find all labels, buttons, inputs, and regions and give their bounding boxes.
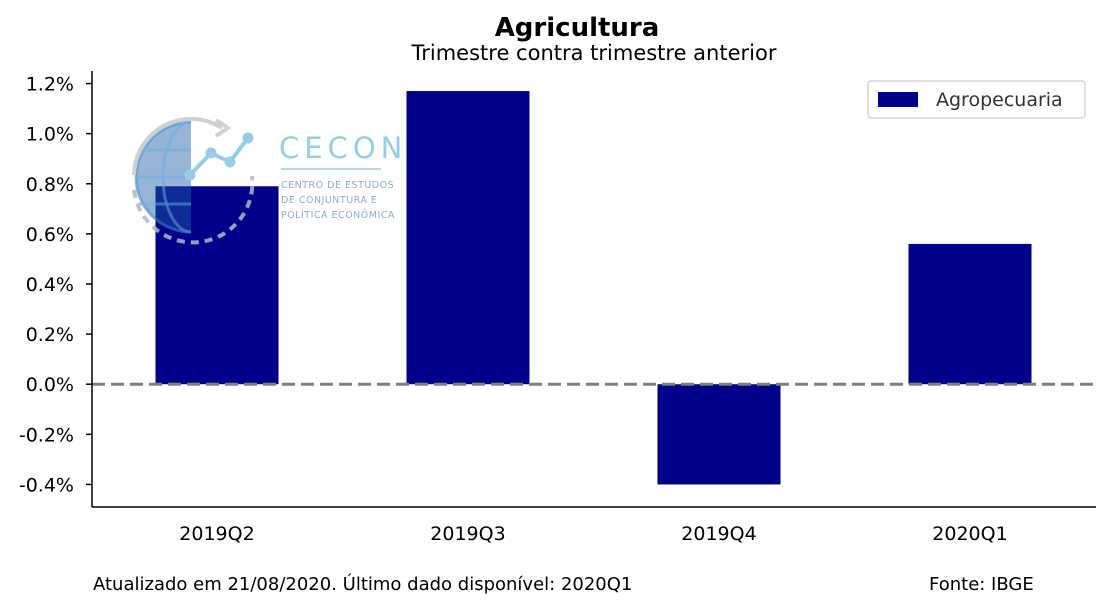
- y-tick-label: 1.0%: [26, 124, 74, 146]
- cecon-logo: CECON CENTRO DE ESTUDOS DE CONJUNTURA E …: [132, 116, 407, 245]
- legend-swatch: [878, 92, 918, 107]
- chart-subtitle: Trimestre contra trimestre anterior: [411, 41, 777, 65]
- bar-2019Q4: [657, 384, 781, 485]
- y-tick-label: 0.4%: [26, 274, 74, 296]
- legend-box: [867, 80, 1086, 119]
- footer-source: Fonte: IBGE: [929, 574, 1034, 595]
- x-ticks: 2019Q2 2019Q3 2019Q4 2020Q1: [179, 523, 1007, 545]
- bars: [155, 91, 1032, 485]
- y-tick-label: 0.8%: [26, 174, 74, 196]
- chart-title: Agricultura: [495, 13, 660, 43]
- y-tick-label: 0.0%: [26, 374, 74, 396]
- y-ticks: -0.4% -0.2% 0.0% 0.2% 0.4% 0.6% 0.8% 1.0% 1.2%: [19, 74, 92, 496]
- logo-line-3: POLÍTICA ECONÔMICA: [281, 209, 395, 221]
- x-tick-label: 2020Q1: [932, 523, 1007, 545]
- y-tick-label: -0.4%: [19, 474, 74, 496]
- y-tick-label: 0.6%: [26, 224, 74, 246]
- logo-line-1: CENTRO DE ESTUDOS: [281, 180, 394, 191]
- y-tick-label: -0.2%: [19, 424, 74, 446]
- bar-2020Q1: [908, 243, 1032, 385]
- bar-2019Q3: [406, 91, 530, 385]
- trend-line-icon: [188, 136, 250, 177]
- y-tick-label: 0.2%: [26, 324, 74, 346]
- legend: Agropecuaria: [867, 80, 1086, 119]
- logo-name: CECON: [279, 131, 407, 165]
- y-tick-label: 1.2%: [26, 74, 74, 96]
- x-tick-label: 2019Q2: [179, 523, 254, 545]
- x-tick-label: 2019Q3: [430, 523, 505, 545]
- footer-updated: Atualizado em 21/08/2020. Último dado di…: [93, 573, 632, 595]
- logo-line-2: DE CONJUNTURA E: [281, 195, 377, 206]
- x-tick-label: 2019Q4: [681, 523, 756, 545]
- legend-label: Agropecuaria: [936, 89, 1063, 111]
- bar-2019Q2: [155, 186, 279, 385]
